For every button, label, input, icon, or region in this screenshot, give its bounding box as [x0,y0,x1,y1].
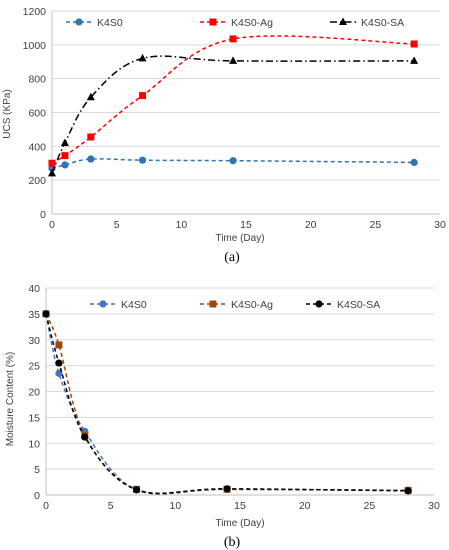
moisture-y-tick-label: 15 [28,412,40,424]
moisture-y-tick-label: 35 [28,309,40,321]
ucs-y-tick-label: 200 [28,175,46,187]
ucs-data-point [61,161,69,169]
moisture-data-point [81,433,89,441]
ucs-y-tick-label: 400 [28,141,46,153]
ucs-data-point [139,92,147,100]
moisture-series-line-2 [45,313,409,494]
ucs-y-tick-label: 1200 [23,6,47,18]
ucs-legend: K4S0 K4S0-Ag K4S0-SA [66,17,404,29]
moisture-legend-label: K4S0-Ag [231,299,273,311]
ucs-y-tick-label: 600 [28,108,46,120]
ucs-legend-label: K4S0-Ag [231,17,273,29]
moisture-legend-marker [99,300,107,308]
ucs-data-point [229,56,238,64]
ucs-legend-label: K4S0 [97,17,123,29]
ucs-x-tick-label: 25 [369,219,381,231]
moisture-data-point [223,485,231,493]
ucs-data-point [87,155,95,163]
moisture-data-point [55,341,63,349]
ucs-legend-label: K4S0-SA [361,17,404,29]
moisture-series-line-3 [45,313,409,495]
moisture-y-tick-label: 40 [28,283,40,295]
moisture-series [42,310,412,495]
moisture-x-axis-title: Time (Day) [215,518,264,529]
moisture-panel-label: (b) [224,535,241,550]
moisture-y-tick-label: 0 [34,490,40,502]
moisture-x-tick-label: 0 [43,500,49,512]
ucs-data-point [87,133,95,141]
moisture-y-tick-label: 30 [28,335,40,347]
moisture-legend-marker [209,300,217,308]
ucs-x-tick-label: 5 [114,219,120,231]
moisture-x-tick-label: 25 [363,500,375,512]
ucs-data-point [86,92,95,101]
ucs-panel-label: (a) [224,250,240,265]
ucs-series [48,35,419,177]
moisture-x-tick-label: 5 [108,500,114,512]
ucs-y-axis-title: UCS (KPa) [2,89,13,138]
ucs-data-point [229,35,237,43]
ucs-legend-marker [75,18,83,26]
moisture-x-tick-label: 10 [169,500,181,512]
ucs-data-point [138,53,147,62]
moisture-x-tick-label: 15 [234,500,246,512]
moisture-chart: 0 5 10 15 20 25 30 0 5 10 15 20 25 30 35 40 K4S0 K4S0-Ag… [5,283,440,550]
moisture-x-tick-label: 20 [299,500,311,512]
ucs-x-tick-label: 0 [49,219,55,231]
ucs-x-tick-label: 10 [175,219,187,231]
ucs-data-point [48,159,56,167]
ucs-data-point [48,168,56,177]
moisture-series-line-1 [45,313,409,495]
moisture-y-tick-label: 10 [28,438,40,450]
moisture-legend-label: K4S0-SA [337,299,380,311]
ucs-data-point [410,40,418,48]
moisture-data-point [404,487,412,495]
moisture-data-point [42,310,50,318]
ucs-data-point [61,152,69,160]
moisture-legend: K4S0 K4S0-Ag K4S0-SA [90,299,380,311]
ucs-data-point [60,138,69,146]
ucs-x-tick-label: 15 [240,219,252,231]
ucs-data-point [410,158,418,167]
ucs-x-axis-title: Time (Day) [215,233,264,244]
ucs-x-tick-label: 20 [305,219,317,231]
ucs-axes: 0 5 10 15 20 25 30 0 200 400 600 800 1000 1200 [23,6,446,231]
ucs-data-point [138,156,147,164]
ucs-y-tick-label: 800 [28,74,46,86]
ucs-data-point [410,56,419,64]
moisture-y-tick-label: 25 [28,361,40,373]
moisture-y-tick-label: 5 [34,464,40,476]
moisture-legend-marker [315,300,323,308]
moisture-axes: 0 5 10 15 20 25 30 0 5 10 15 20 25 30 35 40 [28,283,440,512]
moisture-data-point [55,359,63,367]
ucs-y-tick-label: 1000 [23,40,47,52]
ucs-data-point [229,157,237,165]
ucs-y-tick-label: 0 [40,209,46,221]
ucs-legend-marker [209,18,217,26]
moisture-y-tick-label: 20 [28,387,40,399]
ucs-gridlines [52,10,440,181]
ucs-series-line-3 [51,55,415,174]
moisture-legend-label: K4S0 [121,299,147,311]
moisture-gridlines [46,287,434,470]
ucs-legend-marker [339,17,347,25]
moisture-y-axis-title: Moisture Content (%) [5,352,16,446]
ucs-series-line-2 [51,35,415,164]
moisture-data-point [132,486,141,494]
moisture-x-tick-label: 30 [428,500,440,512]
ucs-x-tick-label: 30 [434,219,446,231]
